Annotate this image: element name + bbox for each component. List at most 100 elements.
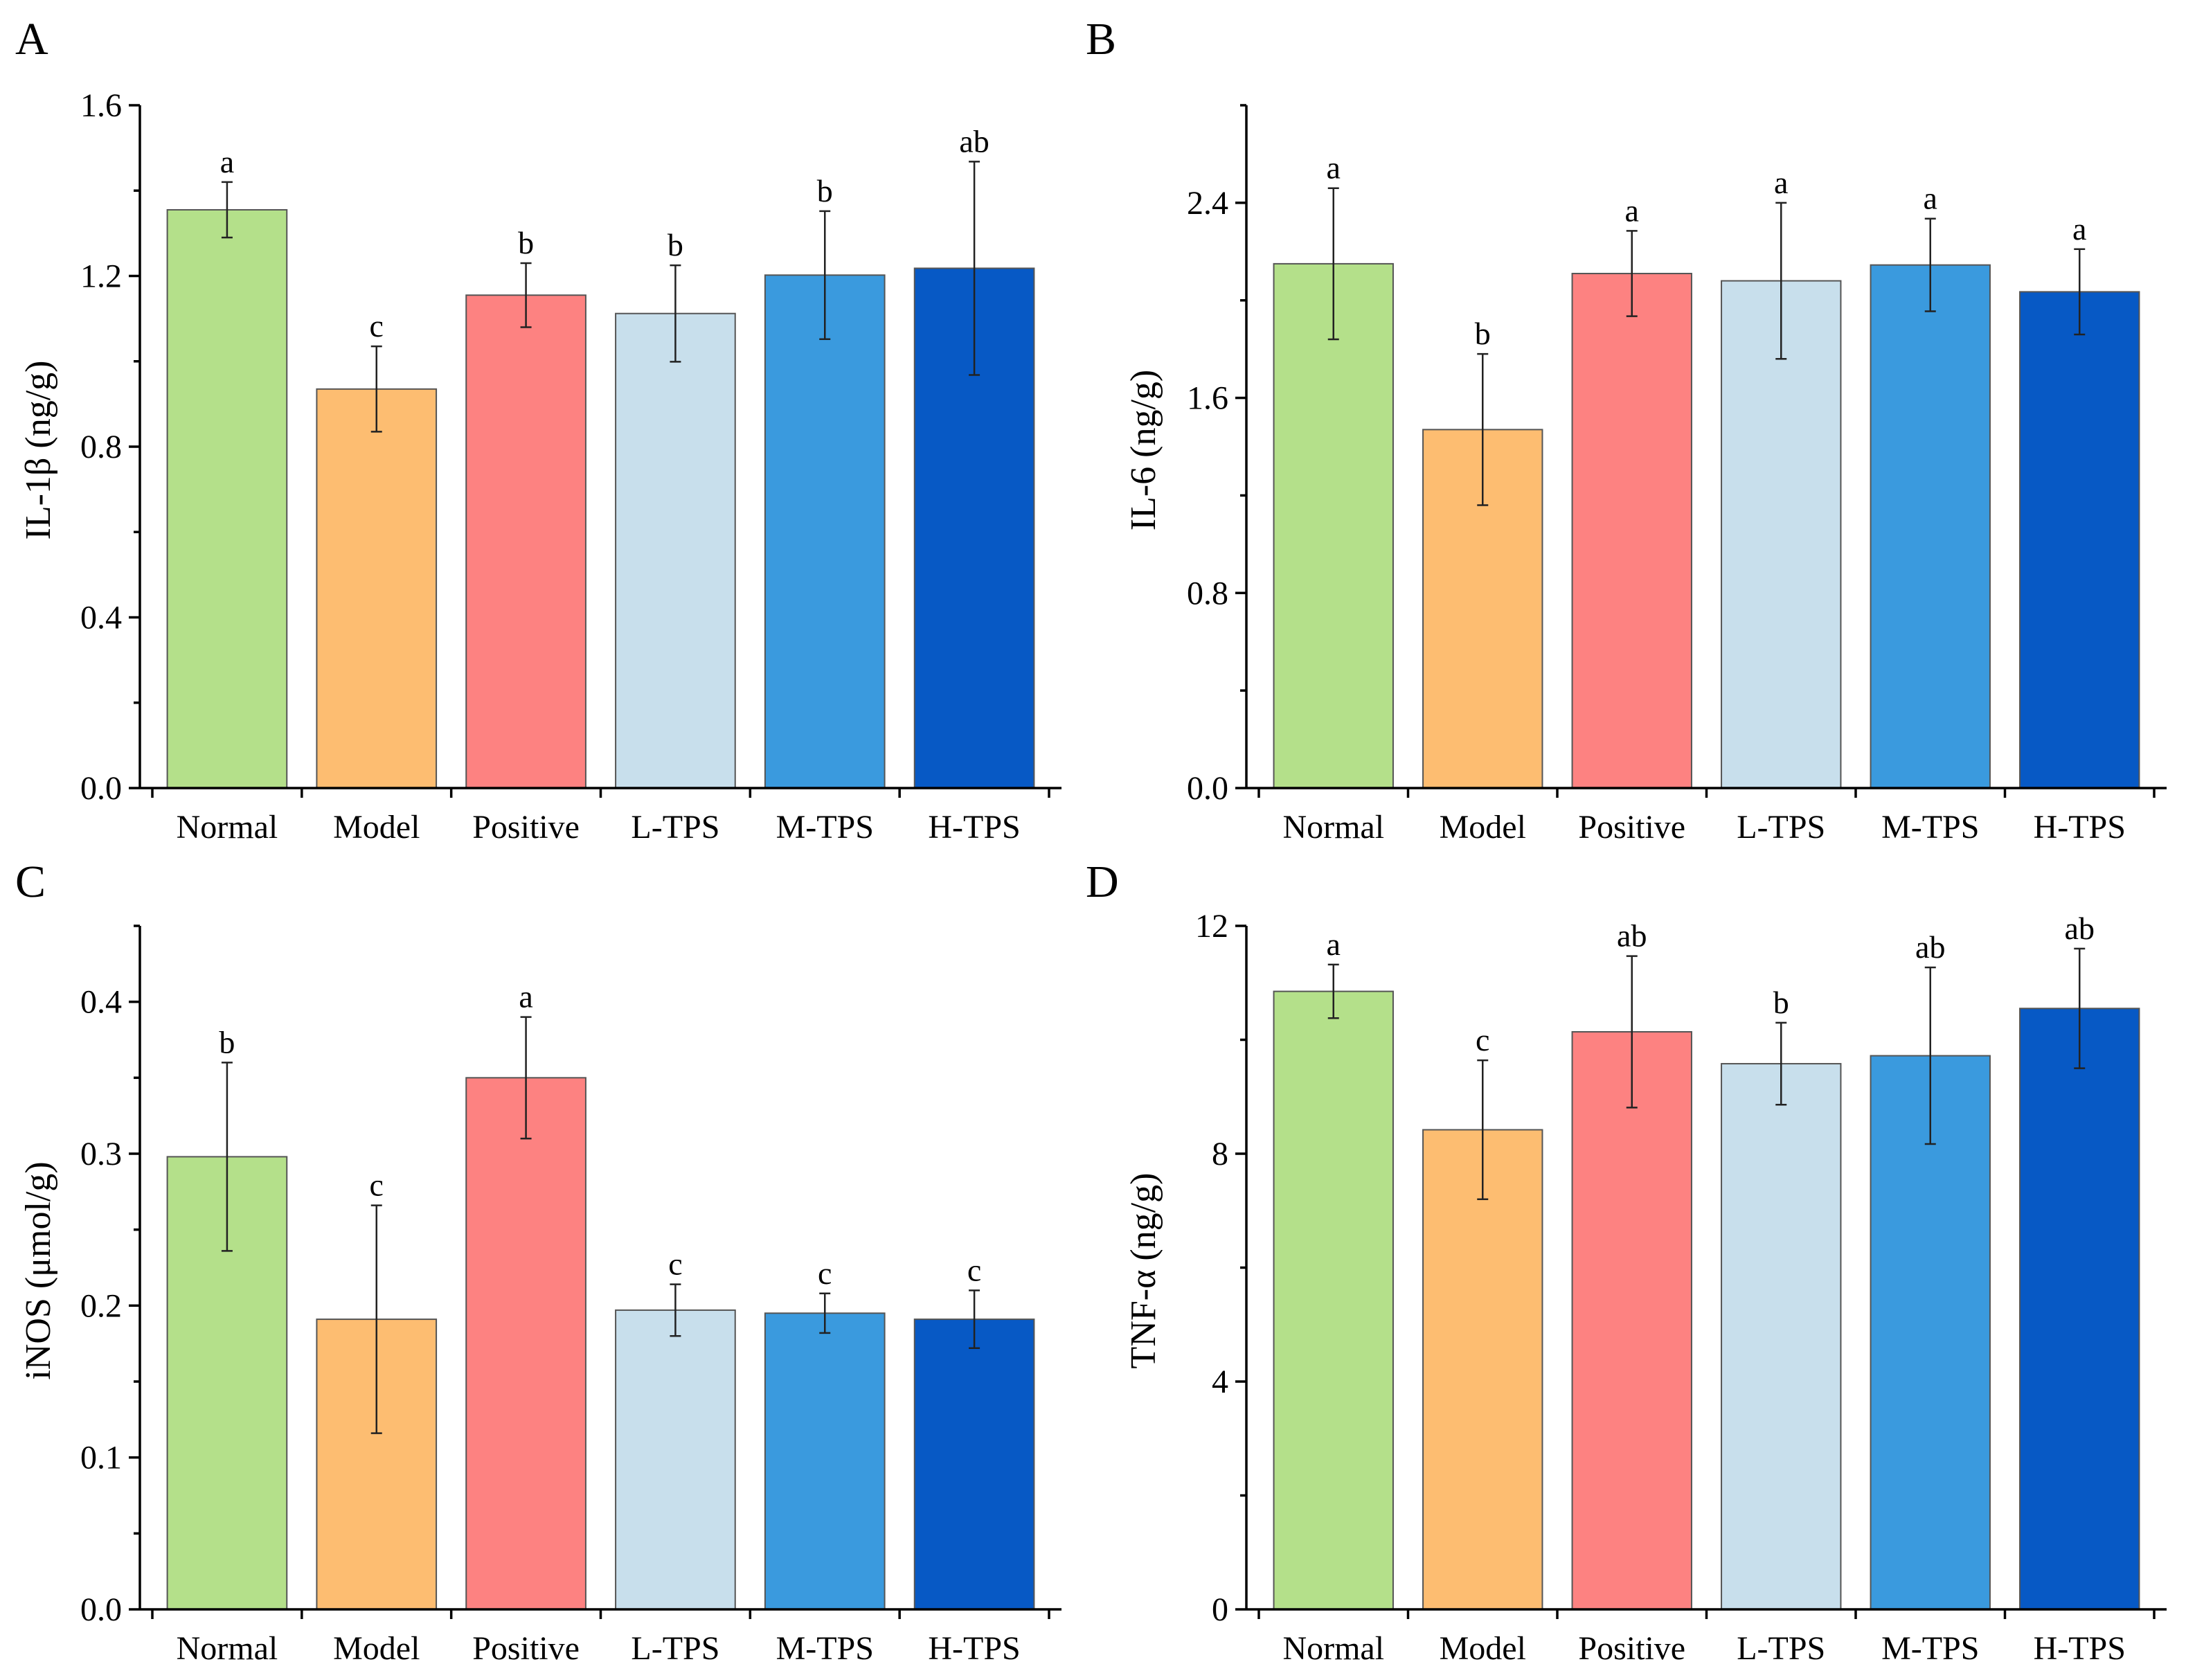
panel-letter-c: C xyxy=(15,857,46,907)
y-tick-label-b-3: 2.4 xyxy=(1187,185,1228,222)
panel-letter-d: D xyxy=(1086,857,1119,907)
panel-d: D TNF-α (ng/g) a Normal c Model ab Positive b L… xyxy=(1086,857,2167,1667)
x-tick-label-c-3: L-TPS xyxy=(631,1630,719,1667)
significance-label-d-2: ab xyxy=(1617,918,1647,954)
x-tick-label-b-1: Model xyxy=(1440,809,1526,846)
y-axis-label-b: IL-6 (ng/g) xyxy=(1124,370,1163,530)
bar-d-2 xyxy=(1571,1030,1692,1610)
y-tick-label-c-1: 0.1 xyxy=(80,1440,122,1476)
x-tick-label-d-2: Positive xyxy=(1578,1630,1685,1667)
bar-d-3 xyxy=(1721,1063,1842,1611)
bar-d-0 xyxy=(1273,990,1394,1610)
panel-b: B IL-6 (ng/g) a Normal b Model a Positive a L-T… xyxy=(1086,14,2167,846)
y-tick-label-c-4: 0.4 xyxy=(80,984,122,1021)
x-tick-label-d-4: M-TPS xyxy=(1881,1630,1979,1667)
y-tick-label-c-2: 0.2 xyxy=(80,1287,122,1324)
significance-label-a-5: ab xyxy=(959,123,989,159)
bar-b-3 xyxy=(1721,280,1842,789)
significance-label-d-5: ab xyxy=(2065,911,2095,946)
bar-c-5 xyxy=(913,1319,1035,1611)
y-tick-label-b-1: 0.8 xyxy=(1187,575,1228,611)
x-tick-label-b-4: M-TPS xyxy=(1881,809,1979,846)
x-tick-label-a-0: Normal xyxy=(177,809,278,846)
significance-label-c-1: c xyxy=(370,1168,384,1203)
bar-d-5 xyxy=(2019,1008,2140,1610)
x-tick-label-c-4: M-TPS xyxy=(776,1630,874,1667)
x-tick-label-a-3: L-TPS xyxy=(631,809,719,846)
x-tick-label-b-0: Normal xyxy=(1282,809,1384,846)
panel-a: A IL-1β (ng/g) a Normal c Model b Positive b L-… xyxy=(15,14,1061,846)
x-tick-label-d-1: Model xyxy=(1440,1630,1526,1667)
significance-label-a-2: b xyxy=(518,225,534,260)
bar-b-4 xyxy=(1870,264,1991,789)
bar-c-4 xyxy=(764,1312,886,1611)
x-tick-label-b-3: L-TPS xyxy=(1737,809,1825,846)
x-tick-label-d-3: L-TPS xyxy=(1737,1630,1825,1667)
x-tick-label-d-5: H-TPS xyxy=(2034,1630,2126,1667)
x-tick-label-b-2: Positive xyxy=(1578,809,1685,846)
significance-label-c-3: c xyxy=(668,1246,682,1282)
significance-label-d-0: a xyxy=(1327,927,1341,962)
y-tick-label-b-0: 0.0 xyxy=(1187,770,1228,807)
significance-label-d-4: ab xyxy=(1915,929,1945,965)
bar-a-2 xyxy=(465,294,586,789)
significance-label-c-0: b xyxy=(219,1024,235,1060)
bar-a-0 xyxy=(166,208,288,789)
x-tick-label-b-5: H-TPS xyxy=(2034,809,2126,846)
y-tick-label-c-3: 0.3 xyxy=(80,1136,122,1172)
x-tick-label-d-0: Normal xyxy=(1282,1630,1384,1667)
significance-label-c-2: a xyxy=(519,979,532,1015)
y-tick-label-d-0: 0 xyxy=(1212,1591,1228,1628)
x-tick-label-c-2: Positive xyxy=(472,1630,580,1667)
bar-c-1 xyxy=(316,1319,438,1611)
panel-letter-a: A xyxy=(15,14,48,64)
bar-d-1 xyxy=(1422,1129,1543,1610)
bar-d-4 xyxy=(1870,1055,1991,1610)
y-tick-label-d-2: 8 xyxy=(1212,1136,1228,1172)
significance-label-b-4: a xyxy=(1924,181,1937,216)
panel-letter-b: B xyxy=(1086,14,1116,64)
x-tick-label-a-4: M-TPS xyxy=(776,809,874,846)
bar-b-2 xyxy=(1571,272,1692,789)
y-tick-label-d-1: 4 xyxy=(1212,1364,1228,1400)
y-axis-label-d: TNF-α (ng/g) xyxy=(1124,1173,1163,1369)
significance-label-a-1: c xyxy=(370,308,384,343)
x-tick-label-a-1: Model xyxy=(333,809,420,846)
y-tick-label-a-1: 0.4 xyxy=(80,600,122,636)
significance-label-b-1: b xyxy=(1475,316,1491,351)
x-tick-label-c-0: Normal xyxy=(177,1630,278,1667)
x-tick-label-c-1: Model xyxy=(333,1630,420,1667)
significance-label-c-4: c xyxy=(818,1255,832,1291)
y-tick-label-b-2: 1.6 xyxy=(1187,380,1228,417)
bar-c-2 xyxy=(465,1077,586,1611)
y-tick-label-c-0: 0.0 xyxy=(80,1591,122,1628)
y-tick-label-a-0: 0.0 xyxy=(80,770,122,807)
y-axis-label-a: IL-1β (ng/g) xyxy=(19,361,58,540)
significance-label-b-3: a xyxy=(1774,165,1788,200)
significance-label-a-3: b xyxy=(668,227,683,262)
bar-b-0 xyxy=(1273,262,1394,789)
bar-c-3 xyxy=(615,1309,736,1610)
significance-label-b-2: a xyxy=(1625,193,1639,228)
y-tick-label-a-3: 1.2 xyxy=(80,258,122,295)
y-tick-label-d-3: 12 xyxy=(1195,908,1228,945)
y-axis-label-c: iNOS (μmol/g) xyxy=(19,1161,58,1379)
x-tick-label-a-5: H-TPS xyxy=(928,809,1020,846)
significance-label-c-5: c xyxy=(967,1252,981,1287)
significance-label-a-4: b xyxy=(817,173,833,208)
significance-label-b-0: a xyxy=(1327,150,1341,186)
significance-label-d-1: c xyxy=(1476,1022,1489,1057)
panel-c: C iNOS (μmol/g) b Normal c Model a Positive c L… xyxy=(15,857,1061,1667)
bar-a-3 xyxy=(615,312,736,789)
significance-label-a-0: a xyxy=(220,144,234,179)
bar-a-4 xyxy=(764,274,886,789)
significance-label-b-5: a xyxy=(2072,211,2086,247)
significance-label-d-3: b xyxy=(1773,985,1789,1020)
bar-b-5 xyxy=(2019,291,2140,789)
y-tick-label-a-4: 1.6 xyxy=(80,87,122,124)
bar-a-1 xyxy=(316,388,438,789)
x-tick-label-a-2: Positive xyxy=(472,809,580,846)
y-tick-label-a-2: 0.8 xyxy=(80,429,122,465)
x-tick-label-c-5: H-TPS xyxy=(928,1630,1020,1667)
